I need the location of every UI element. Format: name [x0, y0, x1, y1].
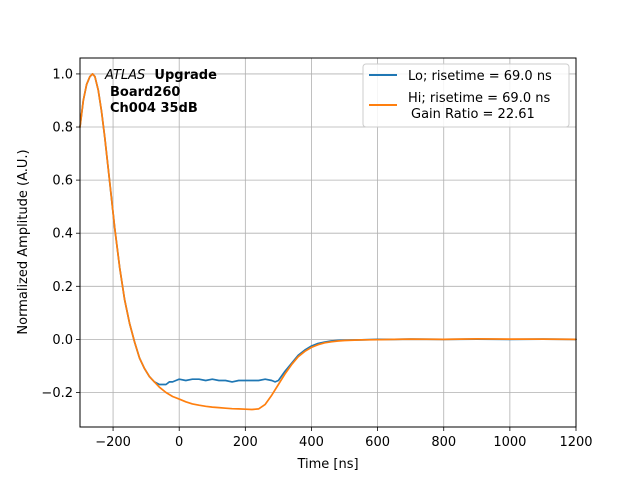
y-tick-label: 0.0: [52, 333, 73, 348]
x-tick-label: −200: [95, 435, 131, 450]
x-tick-label: 0: [175, 435, 183, 450]
axes-frame: [79, 57, 577, 428]
atlas-annotation-line1: ATLAS Upgrade: [104, 68, 217, 83]
legend-label-hi-gain: Gain Ratio = 22.61: [411, 107, 535, 122]
x-tick-label: 1000: [493, 435, 526, 450]
x-tick-label: 800: [431, 435, 456, 450]
x-axis-label: Time [ns]: [296, 457, 358, 472]
legend-label-lo: Lo; risetime = 69.0 ns: [408, 69, 552, 84]
series-group: [79, 73, 577, 411]
series-line-hi: [79, 73, 577, 411]
atlas-tag: Upgrade: [154, 68, 217, 83]
x-tick-label: 400: [299, 435, 324, 450]
x-tick-label: 1200: [559, 435, 592, 450]
y-ticks: −0.2 0.0 0.2 0.4 0.6 0.8 1.0: [41, 67, 80, 401]
x-tick-label: 600: [365, 435, 390, 450]
atlas-annotation-board: Board260: [110, 85, 180, 100]
x-tick-label: 200: [233, 435, 258, 450]
y-axis-label: Normalized Amplitude (A.U.): [16, 149, 31, 334]
atlas-experiment: ATLAS: [104, 68, 145, 83]
y-tick-label: 0.6: [52, 174, 73, 189]
legend-label-hi: Hi; risetime = 69.0 ns: [408, 91, 550, 106]
y-tick-label: 0.4: [52, 227, 73, 242]
atlas-annotation-channel: Ch004 35dB: [110, 101, 198, 116]
legend-box: [362, 63, 570, 128]
y-tick-label: −0.2: [41, 386, 73, 401]
y-tick-label: 1.0: [52, 67, 73, 82]
y-tick-label: 0.2: [52, 280, 73, 295]
y-tick-label: 0.8: [52, 121, 73, 136]
legend: Lo; risetime = 69.0 ns Hi; risetime = 69…: [362, 63, 570, 128]
x-ticks: −200 0 200 400 600 800 1000 1200: [95, 427, 593, 450]
